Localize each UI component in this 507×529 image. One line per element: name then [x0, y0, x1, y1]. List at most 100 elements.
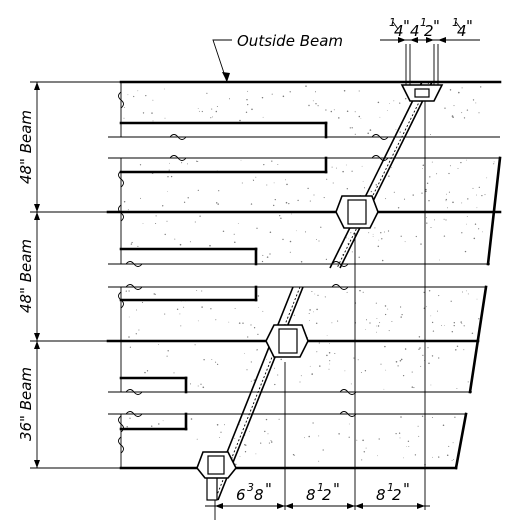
stipple-dot	[161, 205, 164, 207]
stipple-dot	[377, 101, 380, 104]
stipple-dot	[291, 213, 293, 215]
stipple-dot	[481, 194, 483, 197]
stipple-dot	[316, 308, 318, 311]
stipple-dot	[463, 325, 465, 327]
stipple-dot	[451, 115, 454, 117]
stipple-dot	[358, 90, 360, 92]
stipple-dot	[446, 454, 449, 457]
stipple-dot	[257, 295, 260, 297]
stipple-dot	[431, 161, 433, 163]
stipple-dot	[471, 332, 474, 335]
stipple-dot	[293, 314, 295, 316]
stipple-dot	[379, 322, 381, 324]
stipple-dot	[344, 370, 346, 372]
dimension-arrow	[417, 503, 425, 509]
stipple-dot	[262, 310, 264, 312]
stipple-dot	[270, 441, 273, 443]
stipple-dot	[356, 439, 358, 441]
stipple-dot	[315, 103, 317, 105]
stipple-dot	[272, 204, 275, 207]
stipple-dot	[431, 417, 433, 418]
stipple-dot	[126, 426, 128, 428]
stipple-dot	[168, 169, 170, 171]
stipple-dot	[318, 240, 320, 242]
spacing-dimension-1: 6 3 8 "	[236, 480, 272, 504]
stipple-dot	[399, 131, 401, 133]
stipple-dot	[318, 460, 320, 462]
stipple-dot	[346, 237, 348, 239]
stipple-dot	[164, 117, 166, 119]
stipple-dot	[421, 415, 424, 417]
stipple-dot	[288, 203, 290, 205]
stipple-dot	[445, 198, 447, 201]
stipple-dot	[244, 353, 245, 354]
stipple-dot	[258, 307, 260, 309]
stipple-dot	[130, 243, 133, 245]
stipple-dot	[369, 322, 371, 324]
stipple-dot	[201, 290, 203, 292]
stipple-dot	[419, 347, 421, 349]
stipple-dot	[338, 433, 340, 435]
stipple-dot	[183, 201, 186, 203]
stipple-dot	[228, 98, 231, 100]
stipple-dot	[246, 98, 248, 101]
stipple-dot	[328, 351, 331, 354]
stipple-dot	[326, 354, 328, 357]
stipple-dot	[426, 222, 428, 224]
break-mark	[125, 411, 143, 417]
stipple-dot	[375, 302, 377, 304]
stipple-dot	[360, 372, 362, 373]
stipple-dot	[318, 435, 320, 437]
stipple-dot	[397, 365, 399, 367]
stipple-dot	[201, 306, 203, 308]
svg-text:2: 2	[322, 486, 332, 504]
stipple-dot	[247, 90, 249, 92]
stipple-dot	[307, 187, 309, 190]
break-mark	[118, 91, 124, 109]
stipple-dot	[361, 165, 363, 167]
stipple-dot	[235, 463, 237, 466]
stipple-dot	[181, 162, 183, 164]
beam-4	[108, 412, 468, 470]
reference-lines	[214, 44, 439, 520]
stipple-dot	[138, 329, 140, 331]
top-dimension: 1 4 " 4 1 2 " 1 4 "	[380, 16, 480, 43]
stipple-dot	[431, 321, 434, 324]
stipple-dot	[280, 217, 282, 220]
stipple-dot	[343, 90, 346, 92]
stipple-dot	[335, 167, 337, 169]
svg-text:4: 4	[457, 22, 467, 40]
stipple-dot	[346, 110, 349, 113]
stipple-dot	[311, 373, 313, 375]
stipple-dot	[374, 227, 376, 229]
stipple-dot	[428, 200, 430, 202]
stipple-dot	[376, 331, 377, 333]
stipple-dot	[174, 238, 176, 240]
stipple-dot	[158, 423, 160, 425]
stipple-dot	[300, 375, 302, 377]
stipple-dot	[420, 243, 422, 245]
stipple-dot	[329, 342, 331, 344]
stipple-dot	[397, 207, 400, 209]
stipple-dot	[475, 102, 477, 104]
stipple-dot	[142, 223, 144, 224]
stipple-dot	[273, 182, 275, 184]
stipple-dot	[453, 105, 455, 107]
stipple-dot	[308, 435, 310, 438]
stipple-dot	[256, 227, 258, 229]
stipple-dot	[386, 110, 388, 111]
stipple-dot	[388, 330, 390, 332]
stipple-dot	[179, 313, 181, 315]
stipple-dot	[277, 374, 279, 376]
stipple-dot	[456, 345, 459, 348]
stipple-dot	[399, 360, 402, 362]
stipple-dot	[384, 345, 386, 348]
stipple-dot	[384, 313, 387, 316]
stipple-dot	[215, 202, 218, 204]
stipple-dot	[279, 214, 281, 217]
tie-rod-upper-edge	[339, 81, 433, 269]
stipple-dot	[215, 110, 218, 113]
bottom-dimensions: 6 3 8 " 8 1 2 " 8 1 2 "	[205, 480, 430, 509]
stipple-dot	[297, 199, 299, 202]
stipple-dot	[431, 355, 434, 357]
